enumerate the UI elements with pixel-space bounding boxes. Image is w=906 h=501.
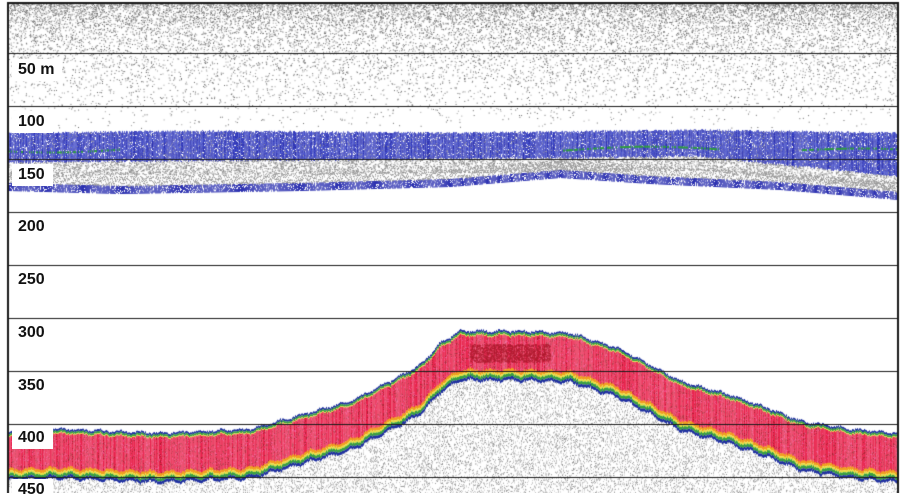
depth-label-100: 100 xyxy=(12,111,53,133)
depth-label-450: 450 xyxy=(12,479,53,501)
depth-label-200: 200 xyxy=(12,216,53,238)
depth-label-150: 150 xyxy=(12,164,53,186)
depth-label-300: 300 xyxy=(12,322,53,344)
depth-label-50: 50 m xyxy=(12,59,63,81)
depth-label-250: 250 xyxy=(12,269,53,291)
depth-label-400: 400 xyxy=(12,427,53,449)
depth-label-350: 350 xyxy=(12,375,53,397)
